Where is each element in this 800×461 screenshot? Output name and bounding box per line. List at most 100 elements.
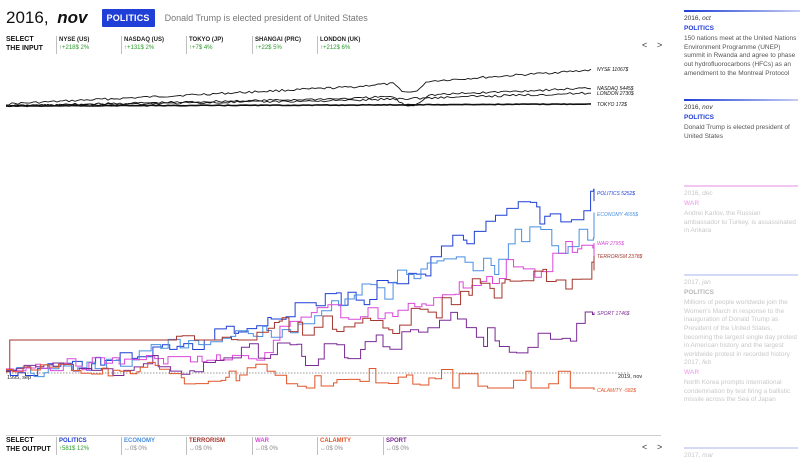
output-ticker-calamity[interactable]: CALAMITY ↔0$ 0% [320,437,351,453]
output-ticker-politics[interactable]: POLITICS ↑581$ 12% [59,437,89,453]
event-item[interactable]: 2016, nov POLITICS Donald Trump is elect… [684,99,798,141]
ticker-divider [121,36,122,54]
input-ticker-london[interactable]: LONDON (UK) ↑+212$ 6% [320,36,360,52]
ticker-change: ↔0$ 0% [124,446,148,452]
economy-line [6,212,595,378]
calamity-line [6,361,595,390]
event-text: Andrei Karlov, the Russian ambassador to… [684,210,796,235]
input-ticker-shangai[interactable]: SHANGAI (PRC) ↑+22$ 5% [255,36,301,52]
input-next-button[interactable]: > [657,40,663,50]
ticker-divider [317,437,318,455]
ticker-divider [56,36,57,54]
calamity-value-label: CALAMITY -582$ [597,388,636,394]
event-item[interactable]: 2017, jan POLITICS Millions of people wo… [684,274,798,359]
ticker-divider [186,36,187,54]
ticker-divider [186,437,187,455]
event-date: 2016, nov [684,104,798,113]
event-month: mar [702,452,714,459]
politics-line [6,188,595,376]
market-label: NYSE 11067$ [597,67,629,73]
input-ticker-nasdaq[interactable]: NASDAQ (US) ↑+131$ 2% [124,36,164,52]
market-label: NASDAQ 5445$ [597,86,634,92]
start-date-label: 1995, sep [7,375,31,381]
event-headline: Donald Trump is elected president of Uni… [164,13,368,23]
event-month: jan [702,279,711,286]
ticker-change: ↔0$ 0% [255,446,279,452]
ticker-divider [252,36,253,54]
market-label: TOKYO 172$ [597,102,627,108]
ticker-change: ↑+218$ 2% [59,45,90,51]
event-month: dec [702,190,713,197]
output-ticker-war[interactable]: WAR ↔0$ 0% [255,437,278,453]
sport-line [6,311,595,376]
event-item[interactable]: 2017, feb WAR North Korea prompts intern… [684,359,798,405]
market-label: LONDON 2730$ [597,91,634,97]
event-date: 2016, dec [684,190,798,199]
event-rule [684,99,798,101]
event-date: 2017, feb [684,359,798,368]
ticker-name: LONDON (UK) [320,37,361,43]
event-text: 150 nations meet at the United Nations E… [684,35,797,77]
event-year: 2016, [684,15,701,22]
ticker-change: ↔0$ 0% [189,446,213,452]
input-label-line2: THE INPUT [6,44,43,52]
event-header: 2016, nov POLITICS Donald Trump is elect… [6,8,368,28]
ticker-change: ↔0$ 0% [320,446,344,452]
input-label-line1: SELECT [6,36,34,43]
event-year: 2017, [684,359,701,366]
output-divider [6,435,661,436]
input-prev-button[interactable]: < [642,40,648,50]
sport-value-label: SPORT 1746$ [597,311,630,317]
output-ticker-economy[interactable]: ECONOMY ↔0$ 0% [124,437,155,453]
event-text: Donald Trump is elected president of Uni… [684,124,790,140]
event-category: WAR [684,199,700,207]
event-text: North Korea prompts international condem… [684,379,791,404]
london-line [5,91,591,108]
ticker-change: ↑+131$ 2% [124,45,155,51]
event-item[interactable]: 2016, oct POLITICS 150 nations meet at t… [684,15,798,78]
event-year: 2016, [684,104,701,111]
input-ticker-nyse[interactable]: NYSE (US) ↑+218$ 2% [59,36,89,52]
event-category: POLITICS [684,113,714,121]
ticker-name: NASDAQ (US) [124,37,164,43]
ticker-name: TOKYO (JP) [189,37,224,43]
output-prev-button[interactable]: < [642,442,648,452]
event-item[interactable]: 2016, dec WAR Andrei Karlov, the Russian… [684,185,798,236]
ticker-name: POLITICS [59,438,87,444]
ticker-name: NYSE (US) [59,37,90,43]
event-month: oct [702,15,711,22]
ticker-divider [383,437,384,455]
event-rule [684,185,798,187]
category-badge[interactable]: POLITICS [101,9,155,27]
war-line [6,241,595,372]
end-date-label: 2019, nov [618,374,642,380]
ticker-name: ECONOMY [124,438,156,444]
ticker-divider [252,437,253,455]
ticker-change: ↑+22$ 5% [255,45,282,51]
ticker-name: SPORT [386,438,407,444]
timeline-chart: NYSE 11067$ NASDAQ 5445$LONDON 2730$ TOKYO… [5,67,643,394]
output-next-button[interactable]: > [657,442,663,452]
news-category-chart [6,188,595,390]
event-month: nov [702,104,713,111]
output-selector-label: SELECT THE OUTPUT [6,437,51,454]
politics-value-label: POLITICS 5252$ [597,191,635,197]
event-date: 2017, mar [684,452,798,461]
output-ticker-terrorism[interactable]: TERRORISM ↔0$ 0% [189,437,225,453]
event-text: Millions of people worldwide join the Wo… [684,299,798,358]
event-year: 2016, [684,190,701,197]
event-date: 2016, oct [684,15,798,24]
input-ticker-tokyo[interactable]: TOKYO (JP) ↑+7$ 4% [189,36,223,52]
nyse-line [5,68,592,106]
events-sidebar: 2016, oct POLITICS 150 nations meet at t… [684,0,800,461]
ticker-divider [121,437,122,455]
event-month: feb [702,359,712,366]
ticker-change: ↑+212$ 6% [320,45,351,51]
event-rule [684,447,798,449]
current-year: 2016, [6,8,49,27]
output-ticker-sport[interactable]: SPORT ↔0$ 0% [386,437,409,453]
ticker-name: WAR [255,438,269,444]
event-item[interactable]: 2017, mar [684,447,798,461]
current-month: nov [57,8,88,27]
event-rule [684,274,798,276]
